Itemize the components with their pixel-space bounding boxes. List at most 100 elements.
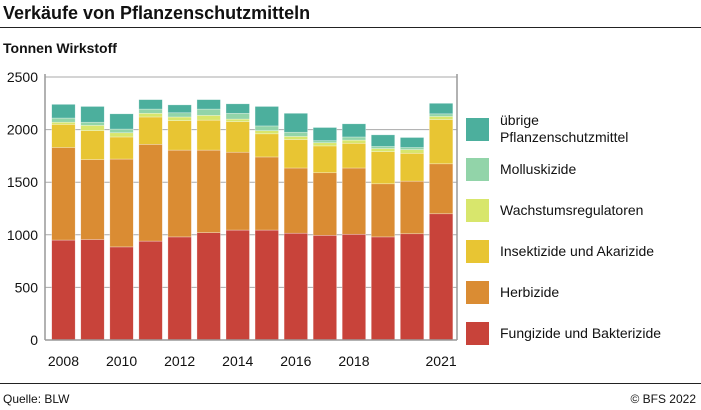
bar-segment: [109, 136, 134, 160]
bar-segment: [312, 142, 337, 147]
bar-segment: [225, 229, 250, 341]
bar-segment: [399, 233, 425, 341]
bar-segment: [312, 140, 337, 144]
bar-segment: [167, 116, 192, 121]
bar-segment: [225, 121, 250, 153]
bar-segment: [341, 167, 367, 235]
bar-segment: [429, 116, 454, 120]
bar-segment: [399, 180, 425, 235]
bar-segment: [399, 137, 425, 148]
bar-segment: [399, 147, 425, 150]
bar-segment: [370, 146, 396, 149]
legend-swatch: [466, 199, 489, 222]
bar-segment: [196, 232, 221, 341]
bar-segment: [80, 239, 105, 341]
legend-item: Molluskizide: [466, 158, 576, 181]
bar-segment: [196, 115, 221, 121]
legend-swatch: [466, 322, 489, 345]
x-tick-label: 2010: [106, 353, 137, 369]
bar-segment: [51, 104, 76, 119]
legend-label: Wachstumsregulatoren: [500, 202, 644, 218]
legend-item: Herbizide: [466, 281, 559, 304]
bar-segment: [51, 124, 76, 148]
bar-segment: [138, 108, 163, 114]
y-tick-label: 2500: [7, 69, 38, 85]
y-tick-label: 500: [15, 279, 39, 295]
bar-segment: [312, 172, 337, 236]
bar-segment: [370, 236, 396, 341]
bar-segment: [225, 151, 250, 231]
bar-segment: [80, 121, 105, 126]
legend-label: Herbizide: [500, 284, 560, 300]
bar-segment: [138, 240, 163, 341]
bar-segment: [283, 232, 308, 341]
bar-segment: [283, 139, 308, 169]
legend-item: Insektizide und Akarizide: [466, 240, 654, 263]
legend-swatch: [466, 281, 489, 304]
bar-segment: [283, 131, 308, 137]
bar-segment: [341, 142, 367, 169]
legend-label: Insektizide und Akarizide: [500, 243, 655, 259]
x-tick-label: 2018: [338, 353, 369, 369]
bar-segment: [429, 113, 454, 117]
bar-segment: [51, 147, 76, 241]
bar-segment: [80, 159, 105, 240]
bar-segment: [399, 152, 425, 182]
bar-segment: [370, 151, 396, 185]
bar-segment: [80, 125, 105, 131]
source-note: Quelle: BLW: [3, 392, 70, 406]
bar-segment: [196, 99, 221, 110]
bar-segment: [254, 130, 279, 135]
legend-swatch: [466, 240, 489, 263]
x-tick-label: 2012: [164, 353, 195, 369]
bar-segment: [167, 112, 192, 118]
y-axis-label: Tonnen Wirkstoff: [3, 40, 117, 56]
bar-segment: [167, 149, 192, 238]
legend-item: Wachstumsregulatoren: [466, 199, 643, 222]
bar-segment: [109, 132, 134, 138]
bar-segment: [341, 233, 367, 341]
bar-segment: [196, 149, 221, 233]
bar-segment: [429, 119, 454, 165]
bar-segment: [109, 113, 134, 130]
bar-segment: [196, 119, 221, 151]
bar-segment: [429, 213, 454, 341]
x-tick-label: 2016: [280, 353, 311, 369]
bar-segment: [254, 133, 279, 158]
x-tick-label: 2008: [48, 353, 79, 369]
bar-segment: [341, 139, 367, 144]
y-tick-label: 1500: [7, 174, 38, 190]
bar-segment: [429, 103, 454, 115]
legend-item: übrige Pflanzenschutzmittel: [466, 112, 650, 146]
bar-segment: [225, 118, 250, 123]
y-tick-label: 2000: [7, 122, 38, 138]
copyright: © BFS 2022: [630, 392, 696, 406]
bar-segment: [167, 104, 192, 114]
bar-segment: [109, 246, 134, 341]
bar-segment: [51, 239, 76, 341]
legend-swatch: [466, 117, 489, 141]
bar-segment: [138, 99, 163, 110]
top-rule: [0, 27, 701, 28]
bar-segment: [167, 236, 192, 341]
bar-segment: [225, 103, 250, 114]
y-tick-label: 1000: [7, 227, 38, 243]
x-tick-label: 2021: [426, 353, 457, 369]
bar-segment: [80, 130, 105, 160]
bar-segment: [109, 128, 134, 134]
legend-label: übrige Pflanzenschutzmittel: [500, 112, 629, 145]
bar-segment: [312, 127, 337, 141]
bar-segment: [283, 167, 308, 234]
legend-label: Fungizide und Bakterizide: [500, 325, 662, 341]
bar-segment: [225, 112, 250, 120]
chart-title: Verkäufe von Pflanzenschutzmitteln: [3, 3, 311, 23]
x-tick-label: 2014: [222, 353, 253, 369]
bar-segment: [51, 117, 76, 123]
bar-segment: [429, 163, 454, 215]
legend-item: Fungizide und Bakterizide: [466, 322, 661, 345]
bar-segment: [370, 134, 396, 147]
bar-segment: [254, 229, 279, 341]
bar-segment: [138, 116, 163, 145]
bar-segment: [283, 136, 308, 140]
bar-segment: [399, 149, 425, 154]
